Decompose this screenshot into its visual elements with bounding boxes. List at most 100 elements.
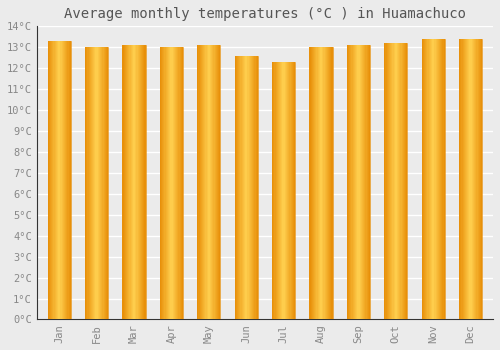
Bar	[478, 39, 480, 320]
Bar	[400, 43, 402, 320]
Bar	[104, 47, 105, 320]
Bar	[360, 45, 362, 320]
Bar	[86, 47, 88, 320]
Bar	[253, 56, 254, 320]
Bar	[237, 56, 238, 320]
Bar	[363, 45, 364, 320]
Bar	[142, 45, 144, 320]
Bar	[276, 62, 278, 320]
Bar	[122, 45, 124, 320]
Bar	[436, 39, 438, 320]
Bar	[438, 39, 439, 320]
Bar	[135, 45, 136, 320]
Bar	[200, 45, 202, 320]
Bar	[468, 39, 469, 320]
Bar	[106, 47, 107, 320]
Bar	[312, 47, 313, 320]
Bar	[313, 47, 314, 320]
Bar	[390, 43, 391, 320]
Bar	[202, 45, 203, 320]
Bar	[133, 45, 134, 320]
Bar	[132, 45, 133, 320]
Bar	[102, 47, 104, 320]
Bar	[170, 47, 172, 320]
Bar	[54, 41, 56, 320]
Bar	[465, 39, 466, 320]
Bar	[130, 45, 132, 320]
Bar	[464, 39, 465, 320]
Bar	[217, 45, 218, 320]
Bar	[292, 62, 293, 320]
Bar	[204, 45, 206, 320]
Bar	[460, 39, 462, 320]
Bar	[107, 47, 108, 320]
Bar	[314, 47, 315, 320]
Bar	[182, 47, 183, 320]
Bar	[444, 39, 445, 320]
Bar	[178, 47, 180, 320]
Bar	[362, 45, 363, 320]
Bar	[350, 45, 352, 320]
Bar	[318, 47, 320, 320]
Bar	[88, 47, 90, 320]
Bar	[174, 47, 175, 320]
Bar	[62, 41, 64, 320]
Bar	[52, 41, 54, 320]
Bar	[208, 45, 209, 320]
Bar	[426, 39, 428, 320]
Bar	[439, 39, 440, 320]
Bar	[140, 45, 141, 320]
Bar	[212, 45, 214, 320]
Bar	[176, 47, 177, 320]
Bar	[127, 45, 128, 320]
Bar	[472, 39, 473, 320]
Bar	[288, 62, 290, 320]
Bar	[206, 45, 208, 320]
Bar	[50, 41, 51, 320]
Bar	[403, 43, 404, 320]
Bar	[100, 47, 102, 320]
Bar	[442, 39, 444, 320]
Bar	[167, 47, 168, 320]
Bar	[432, 39, 433, 320]
Bar	[66, 41, 68, 320]
Bar	[423, 39, 424, 320]
Bar	[459, 39, 460, 320]
Bar	[355, 45, 356, 320]
Bar	[330, 47, 332, 320]
Bar	[466, 39, 467, 320]
Bar	[169, 47, 170, 320]
Bar	[248, 56, 250, 320]
Bar	[384, 43, 386, 320]
Bar	[243, 56, 244, 320]
Bar	[430, 39, 431, 320]
Bar	[216, 45, 217, 320]
Bar	[405, 43, 406, 320]
Bar	[324, 47, 326, 320]
Bar	[234, 56, 236, 320]
Bar	[96, 47, 98, 320]
Bar	[287, 62, 288, 320]
Bar	[203, 45, 204, 320]
Bar	[161, 47, 162, 320]
Bar	[210, 45, 211, 320]
Bar	[90, 47, 91, 320]
Bar	[166, 47, 167, 320]
Bar	[274, 62, 276, 320]
Bar	[64, 41, 65, 320]
Bar	[282, 62, 284, 320]
Bar	[105, 47, 106, 320]
Bar	[252, 56, 253, 320]
Bar	[160, 47, 161, 320]
Bar	[242, 56, 243, 320]
Bar	[348, 45, 349, 320]
Bar	[402, 43, 403, 320]
Bar	[85, 47, 86, 320]
Bar	[251, 56, 252, 320]
Bar	[389, 43, 390, 320]
Bar	[256, 56, 258, 320]
Bar	[197, 45, 198, 320]
Bar	[467, 39, 468, 320]
Bar	[244, 56, 245, 320]
Bar	[124, 45, 125, 320]
